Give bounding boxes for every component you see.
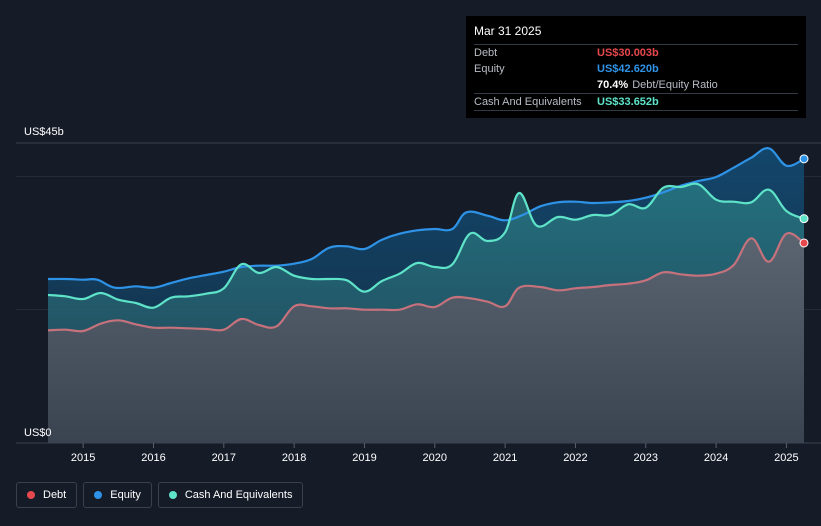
tooltip-equity-value: US$42.620b xyxy=(597,63,659,75)
tooltip-cash-label: Cash And Equivalents xyxy=(474,96,582,108)
y-axis-top-label: US$45b xyxy=(24,126,64,138)
legend-cash-label: Cash And Equivalents xyxy=(184,489,293,501)
legend-item-cash[interactable]: Cash And Equivalents xyxy=(157,482,304,508)
debt-dot-icon xyxy=(27,491,35,499)
x-tick-label: 2023 xyxy=(634,452,658,464)
tooltip-ratio-value: 70.4% xyxy=(597,79,629,91)
x-tick-label: 2015 xyxy=(71,452,95,464)
cash-line xyxy=(47,182,805,309)
tooltip-debt-value: US$30.003b xyxy=(597,47,659,59)
y-axis-bottom-label: US$0 xyxy=(24,427,52,439)
data-tooltip: Mar 31 2025 Debt US$30.003b Equity US$42… xyxy=(466,16,806,118)
legend-item-equity[interactable]: Equity xyxy=(83,482,152,508)
x-tick-label: 2021 xyxy=(493,452,517,464)
x-tick-label: 2018 xyxy=(282,452,306,464)
equity-end-point xyxy=(799,154,809,164)
tooltip-cash-value: US$33.652b xyxy=(597,96,659,108)
legend-debt-label: Debt xyxy=(43,489,67,501)
debt-end-point xyxy=(799,238,809,248)
tooltip-row-equity: Equity US$42.620b xyxy=(474,61,798,77)
x-tick-label: 2016 xyxy=(141,452,165,464)
chart-legend: Debt Equity Cash And Equivalents xyxy=(16,482,304,508)
tooltip-debt-label: Debt xyxy=(474,47,498,59)
tooltip-ratio-label: Debt/Equity Ratio xyxy=(632,79,718,91)
x-tick-label: 2025 xyxy=(774,452,798,464)
x-tick-label: 2022 xyxy=(563,452,587,464)
x-tick-label: 2019 xyxy=(352,452,376,464)
cash-dot-icon xyxy=(168,491,177,499)
legend-equity-label: Equity xyxy=(110,489,141,501)
equity-dot-icon xyxy=(94,491,103,499)
end-markers xyxy=(799,154,809,248)
line-layer xyxy=(47,147,805,333)
area-layer xyxy=(48,148,804,443)
tooltip-row-ratio: 70.4% Debt/Equity Ratio xyxy=(474,77,798,93)
tooltip-date: Mar 31 2025 xyxy=(474,24,542,38)
legend-item-debt[interactable]: Debt xyxy=(16,482,78,508)
x-tick-label: 2024 xyxy=(704,452,728,464)
cash-end-point xyxy=(799,214,809,224)
debt-line xyxy=(47,231,805,333)
x-axis-ticks: 2015 2016 2017 2018 2019 2020 2021 2022 2023 2024… xyxy=(71,443,799,464)
x-tick-label: 2017 xyxy=(212,452,236,464)
tooltip-row-cash: Cash And Equivalents US$33.652b xyxy=(474,93,798,111)
tooltip-row-debt: Debt US$30.003b xyxy=(474,44,798,61)
x-tick-label: 2020 xyxy=(423,452,447,464)
tooltip-equity-label: Equity xyxy=(474,63,505,75)
